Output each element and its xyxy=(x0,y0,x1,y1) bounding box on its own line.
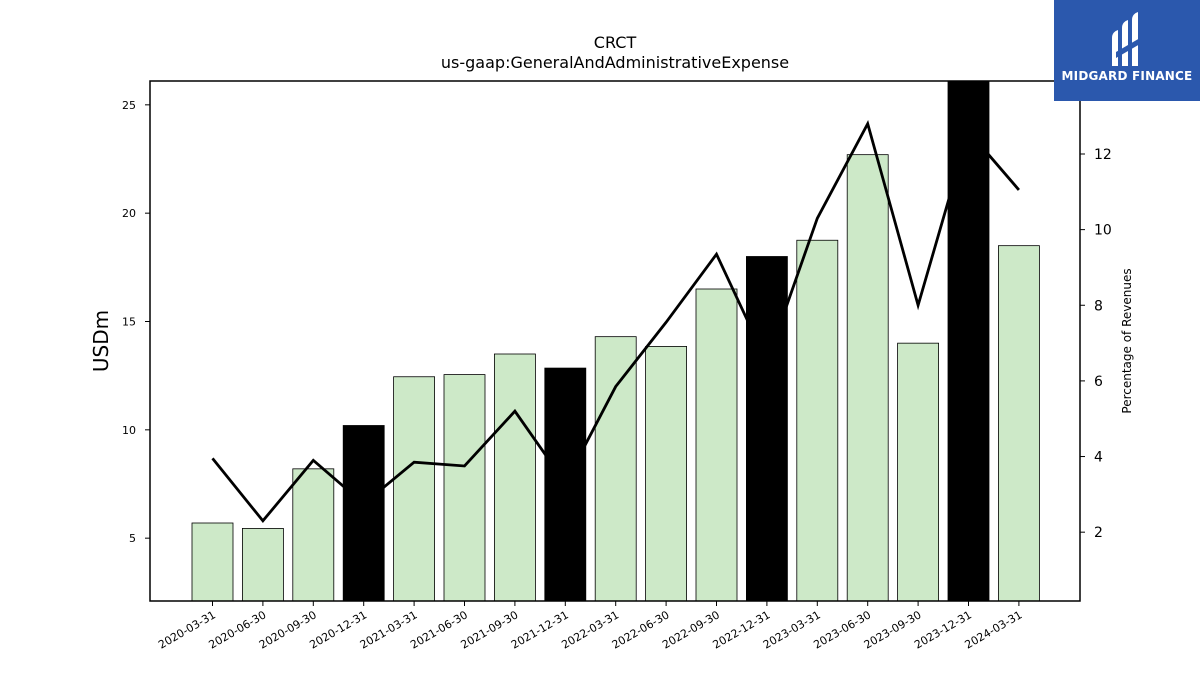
bar xyxy=(998,245,1040,602)
line-group xyxy=(211,119,1020,524)
bar xyxy=(746,256,788,602)
bar xyxy=(594,336,637,602)
midgard-logo-icon xyxy=(1112,12,1140,66)
bars-group xyxy=(191,80,1040,602)
y-axis-label-right: Percentage of Revenues xyxy=(1120,268,1134,413)
line-series xyxy=(211,119,1020,524)
y2-tick-label: 2 xyxy=(1094,525,1103,541)
y2-tick-label: 8 xyxy=(1094,298,1103,314)
chart-subtitle: us-gaap:GeneralAndAdministrativeExpense xyxy=(441,53,789,72)
y-tick-label: 20 xyxy=(122,207,136,220)
logo-text: MIDGARD FINANCE xyxy=(1061,69,1193,83)
y2-tick-label: 10 xyxy=(1094,223,1112,239)
y-axis-right: 2 4 6 8 10 12 xyxy=(1080,147,1112,541)
bar xyxy=(947,80,990,602)
y-tick-label: 15 xyxy=(122,316,136,329)
bar xyxy=(846,154,889,602)
plot-frame xyxy=(149,80,1081,602)
bar xyxy=(645,346,687,602)
brand-logo: MIDGARD FINANCE xyxy=(1054,0,1200,101)
bar xyxy=(796,239,839,602)
bar xyxy=(342,425,385,602)
bar xyxy=(393,376,436,602)
y-axis-left: 5 10 15 20 25 xyxy=(122,99,150,545)
bar xyxy=(695,288,738,602)
y-tick-label: 10 xyxy=(122,424,136,437)
x-tick-label: 2024-03-31 xyxy=(963,608,1025,651)
y2-tick-label: 4 xyxy=(1094,450,1103,466)
bar xyxy=(493,353,536,602)
bar xyxy=(241,528,284,602)
y-axis-label-left: USDm xyxy=(89,310,113,372)
y-tick-label: 25 xyxy=(122,99,136,112)
y2-tick-label: 12 xyxy=(1094,147,1112,163)
chart-title: CRCT xyxy=(594,33,637,52)
x-axis: 2020-03-312020-06-302020-09-302020-12-31… xyxy=(156,601,1024,652)
bar xyxy=(443,374,486,602)
y-tick-label: 5 xyxy=(129,532,136,545)
bar xyxy=(292,468,335,602)
y2-tick-label: 6 xyxy=(1094,374,1103,390)
bar xyxy=(191,522,234,602)
bar xyxy=(897,342,939,602)
